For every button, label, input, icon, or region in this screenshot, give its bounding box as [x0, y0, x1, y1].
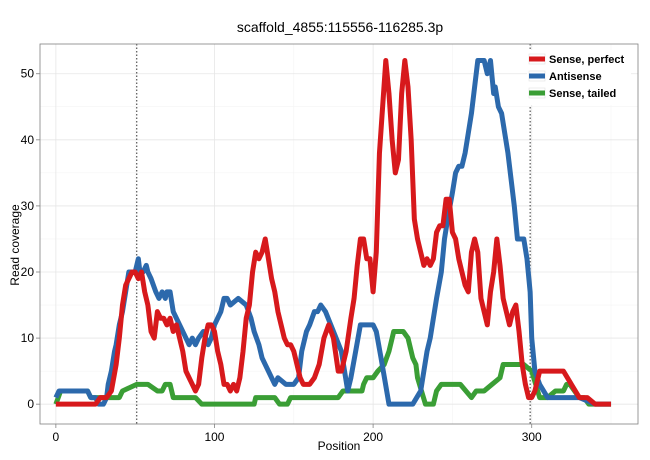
x-tick-label: 0	[53, 430, 60, 444]
chart-title: scaffold_4855:115556-116285.3p	[237, 19, 444, 35]
y-tick-label: 40	[21, 133, 35, 147]
y-tick-label: 20	[21, 265, 35, 279]
y-tick-label: 10	[21, 331, 35, 345]
x-axis-label: Position	[318, 439, 361, 453]
y-tick-label: 0	[27, 397, 34, 411]
legend-label: Sense, perfect	[549, 54, 625, 66]
y-axis-ticks: 0 10 20 30 40 50	[21, 67, 40, 411]
y-tick-label: 30	[21, 199, 35, 213]
y-tick-label: 50	[21, 67, 35, 81]
x-tick-label: 200	[363, 430, 383, 444]
plot-panel-border	[39, 43, 639, 425]
y-axis-label: Read coverage	[8, 204, 22, 286]
legend-label: Antisense	[549, 71, 602, 83]
x-tick-label: 100	[204, 430, 224, 444]
legend: Sense, perfect Antisense Sense, tailed	[527, 50, 631, 105]
x-tick-label: 300	[522, 430, 542, 444]
x-axis-ticks: 0 100 200 300	[53, 424, 542, 444]
reference-lines	[136, 44, 531, 424]
legend-label: Sense, tailed	[549, 88, 616, 100]
series-line-sense-perfect	[55, 58, 612, 407]
series-line-sense-tailed	[53, 328, 612, 407]
series-group	[53, 58, 612, 407]
